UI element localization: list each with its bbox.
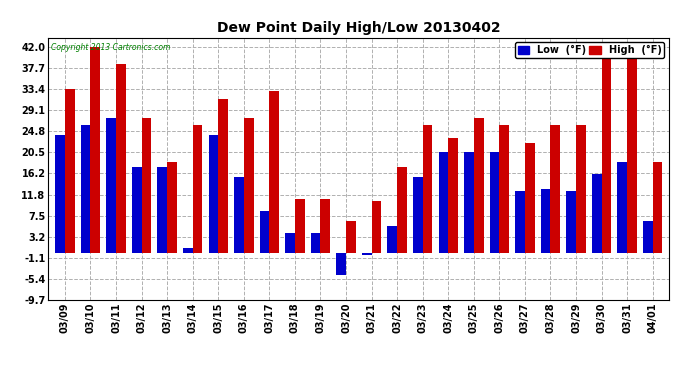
- Bar: [193, 126, 202, 253]
- Bar: [643, 221, 653, 253]
- Text: Copyright 2013 Cartronics.com: Copyright 2013 Cartronics.com: [51, 43, 171, 52]
- Bar: [346, 221, 356, 253]
- Legend: Low  (°F), High  (°F): Low (°F), High (°F): [515, 42, 664, 58]
- Bar: [439, 152, 449, 253]
- Bar: [90, 47, 100, 253]
- Bar: [474, 118, 484, 253]
- Bar: [653, 162, 662, 253]
- Bar: [65, 89, 75, 253]
- Bar: [106, 118, 116, 253]
- Bar: [397, 167, 407, 253]
- Bar: [157, 167, 167, 253]
- Bar: [515, 192, 525, 253]
- Title: Dew Point Daily High/Low 20130402: Dew Point Daily High/Low 20130402: [217, 21, 501, 35]
- Bar: [525, 142, 535, 253]
- Bar: [372, 201, 382, 253]
- Bar: [167, 162, 177, 253]
- Bar: [285, 233, 295, 253]
- Bar: [464, 152, 474, 253]
- Bar: [234, 177, 244, 253]
- Bar: [362, 253, 372, 255]
- Bar: [423, 126, 433, 253]
- Bar: [576, 126, 586, 253]
- Bar: [295, 199, 304, 253]
- Bar: [81, 126, 90, 253]
- Bar: [218, 99, 228, 253]
- Bar: [310, 233, 320, 253]
- Bar: [244, 118, 253, 253]
- Bar: [551, 126, 560, 253]
- Bar: [320, 199, 331, 253]
- Bar: [259, 211, 269, 253]
- Bar: [566, 192, 576, 253]
- Bar: [602, 47, 611, 253]
- Bar: [55, 135, 65, 253]
- Bar: [448, 138, 458, 253]
- Bar: [336, 253, 346, 274]
- Bar: [500, 126, 509, 253]
- Bar: [116, 64, 126, 253]
- Bar: [490, 152, 500, 253]
- Bar: [183, 248, 193, 253]
- Bar: [541, 189, 551, 253]
- Bar: [141, 118, 151, 253]
- Bar: [269, 91, 279, 253]
- Bar: [592, 174, 602, 253]
- Bar: [132, 167, 141, 253]
- Bar: [627, 47, 637, 253]
- Bar: [618, 162, 627, 253]
- Bar: [387, 226, 397, 253]
- Bar: [208, 135, 218, 253]
- Bar: [413, 177, 423, 253]
